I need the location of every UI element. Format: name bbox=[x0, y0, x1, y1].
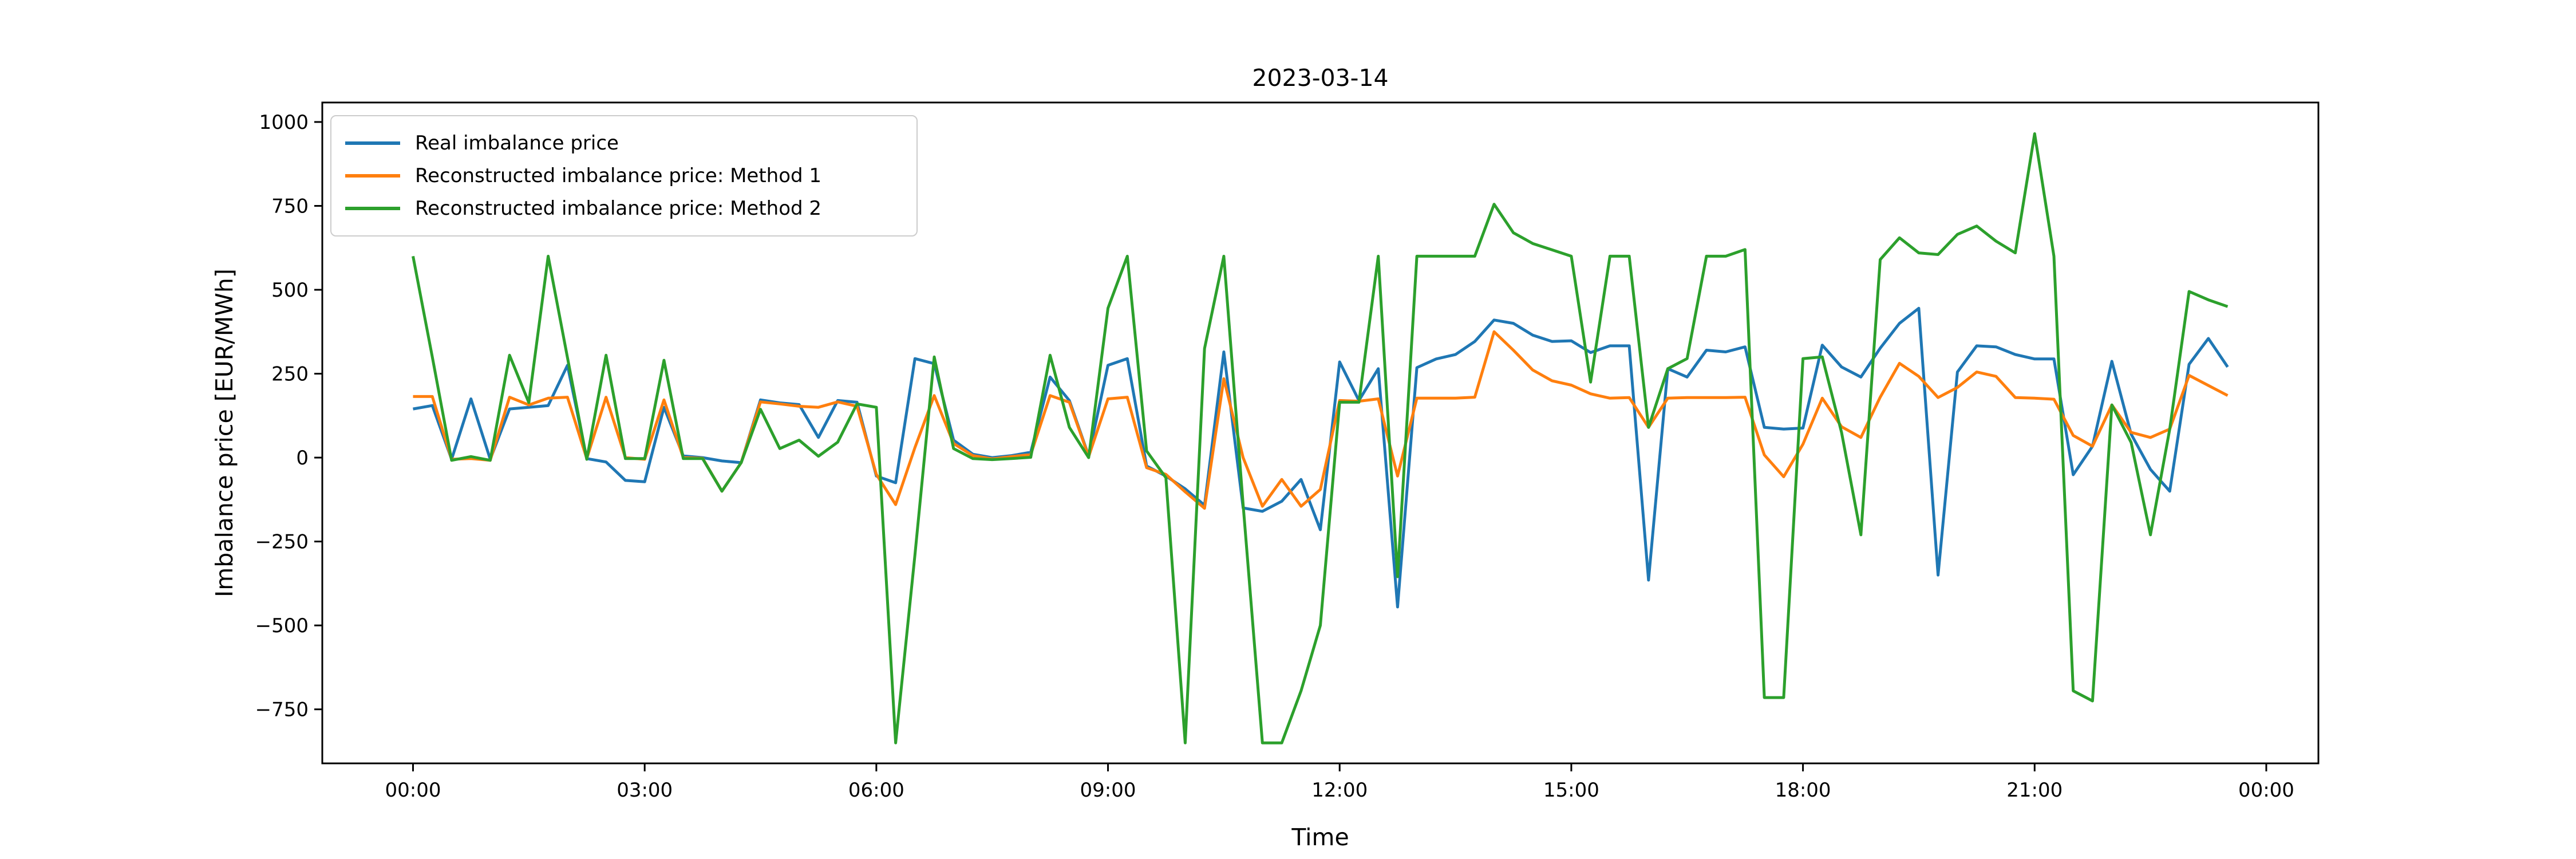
legend-label: Reconstructed imbalance price: Method 1 bbox=[415, 164, 822, 187]
x-tick-label: 00:00 bbox=[2238, 779, 2294, 802]
x-tick-label: 09:00 bbox=[1080, 779, 1136, 802]
x-tick-label: 18:00 bbox=[1775, 779, 1831, 802]
legend-label: Real imbalance price bbox=[415, 131, 619, 155]
x-axis-label: Time bbox=[1291, 823, 1349, 851]
y-tick-label: −500 bbox=[255, 614, 309, 637]
legend-line-swatch-green bbox=[345, 207, 400, 211]
y-tick-label: 1000 bbox=[259, 111, 309, 134]
x-tick-label: 12:00 bbox=[1311, 779, 1368, 802]
x-tick-label: 21:00 bbox=[2006, 779, 2063, 802]
legend-item-method-1: Reconstructed imbalance price: Method 1 bbox=[345, 159, 899, 192]
line-series-0 bbox=[413, 306, 2229, 609]
x-tick-label: 06:00 bbox=[848, 779, 904, 802]
legend-line-swatch-blue bbox=[345, 141, 400, 145]
y-tick-label: 750 bbox=[271, 195, 309, 218]
x-tick-label: 00:00 bbox=[385, 779, 441, 802]
y-tick-label: −750 bbox=[255, 699, 309, 722]
line-series-1 bbox=[413, 330, 2229, 510]
x-tick-label: 03:00 bbox=[617, 779, 673, 802]
y-tick-label: 500 bbox=[271, 279, 309, 302]
legend-item-real-price: Real imbalance price bbox=[345, 127, 899, 159]
x-tick-label: 15:00 bbox=[1543, 779, 1599, 802]
y-tick-label: 250 bbox=[271, 363, 309, 386]
y-tick-label: −250 bbox=[255, 531, 309, 554]
legend-line-swatch-orange bbox=[345, 174, 400, 178]
chart-title: 2023-03-14 bbox=[1252, 64, 1389, 92]
line-series-2 bbox=[412, 132, 2229, 744]
legend-item-method-2: Reconstructed imbalance price: Method 2 bbox=[345, 192, 899, 225]
y-tick-label: 0 bbox=[296, 447, 309, 470]
legend: Real imbalance price Reconstructed imbal… bbox=[330, 115, 918, 237]
legend-label: Reconstructed imbalance price: Method 2 bbox=[415, 197, 822, 220]
